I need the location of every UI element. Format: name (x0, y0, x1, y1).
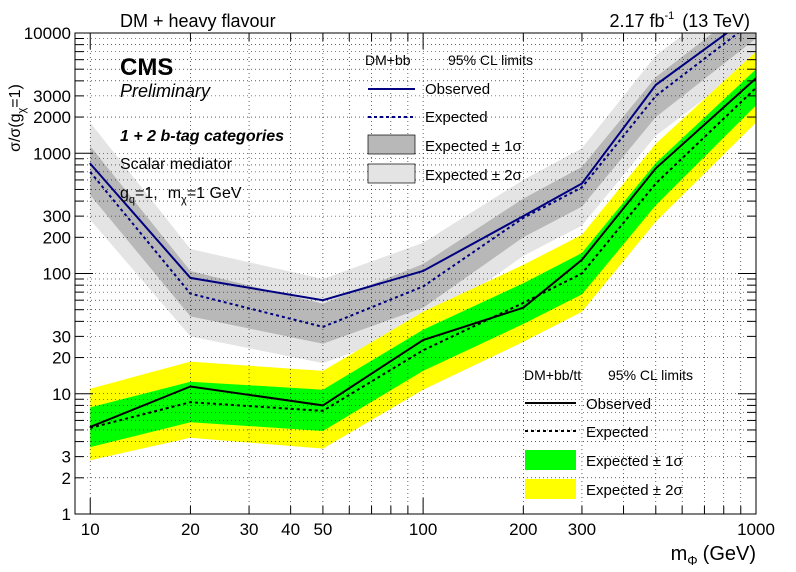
combo-observed-point (655, 167, 657, 170)
legend-bb: DM+bb 95% CL limits Observed Expected Ex… (365, 52, 533, 184)
y-tick-label: 30 (52, 327, 71, 346)
y-tick-label: 2 (62, 469, 71, 488)
legend-combo-header-cl: 95% CL limits (608, 367, 693, 383)
bb-observed-point (755, 11, 757, 13)
legend-bb-expected-label: Expected (425, 109, 488, 126)
combo-observed-point (89, 426, 91, 428)
y-tick-label: 200 (43, 228, 71, 247)
legend-bb-header-cl: 95% CL limits (448, 52, 533, 68)
x-tick-label: 1000 (737, 520, 775, 539)
bb-observed-point (322, 299, 324, 302)
cms-logo-text: CMS (120, 54, 173, 81)
lumi-value: 2.17 fb (609, 11, 664, 31)
coupling-m-val: =1 GeV (187, 185, 242, 202)
legend-combo-band2-label: Expected ± 2σ (586, 482, 683, 499)
x-axis-label: mΦ (GeV) (671, 543, 756, 568)
legend-bb-band1-swatch (367, 134, 416, 155)
couplings-text: gq=1, mχ=1 GeV (120, 185, 242, 206)
x-axis-label-sub: Φ (687, 553, 697, 568)
bb-observed-point (655, 84, 657, 86)
legend-bb-band2-swatch (367, 163, 416, 184)
combo-expected-line (89, 87, 756, 429)
categories-text: 1 + 2 b-tag categories (120, 128, 284, 145)
x-axis-label-main: m (671, 543, 688, 565)
legend-combo-band1-label: Expected ± 1σ (586, 453, 683, 470)
coupling-g-sub: q (129, 194, 135, 206)
coupling-m: m (168, 185, 181, 202)
preliminary-text: Preliminary (120, 81, 211, 101)
y-tick-label: 2000 (33, 108, 71, 127)
combo-observed-point (422, 339, 424, 341)
y-tick-label: 3000 (33, 87, 71, 106)
y-tick-label: 10 (52, 385, 71, 404)
bb-observed-line (89, 33, 729, 302)
bb-observed-point (581, 182, 583, 185)
header-lumi: 2.17 fb-1 (13 TeV) (609, 10, 750, 31)
combo-band1-area (90, 69, 756, 448)
legend-combo-observed-label: Observed (586, 396, 651, 413)
bb-band2-area (90, 33, 756, 364)
x-axis-label-unit: (GeV) (703, 543, 756, 565)
legend-combo: DM+bb/tt 95% CL limits Observed Expected… (524, 367, 693, 499)
y-tick-label: 3 (62, 448, 71, 467)
x-tick-label: 50 (313, 520, 332, 539)
y-axis-label-sub: χ (16, 107, 28, 113)
x-tick-label: 40 (281, 520, 300, 539)
x-tick-label: 200 (509, 520, 537, 539)
y-axis-label: σ/σ(gχ=1) (7, 84, 28, 152)
y-axis-label-main: σ/σ(g (7, 113, 24, 151)
y-tick-label: 1 (62, 505, 71, 524)
coupling-g: g (120, 185, 129, 202)
combo-observed-point (522, 306, 525, 309)
legend-combo-band1-swatch (525, 450, 576, 470)
x-tick-label: 300 (568, 520, 596, 539)
legend-bb-observed-label: Observed (425, 81, 490, 98)
y-tick-label: 300 (43, 207, 71, 226)
x-tick-label: 20 (181, 520, 200, 539)
x-tick-label: 100 (409, 520, 437, 539)
x-tick-label: 10 (81, 520, 100, 539)
bb-observed-point (422, 270, 424, 272)
legend-combo-band2-swatch (525, 479, 576, 499)
ticks-layer: 1 2 3 10 20 30 100 200 300 1000 2000 3000 10000 10 20 3… (24, 24, 775, 539)
coupling-m-sub: χ (181, 194, 187, 206)
lumi-energy: (13 TeV) (682, 11, 750, 31)
combo-observed-point (581, 259, 583, 261)
y-tick-label: 20 (52, 349, 71, 368)
y-tick-label: 1000 (33, 144, 71, 163)
header-left-title: DM + heavy flavour (120, 11, 276, 31)
legend-bb-band2-label: Expected ± 2σ (425, 167, 522, 184)
combo-observed-line (89, 77, 756, 428)
legend-combo-header-name: DM+bb/tt (524, 367, 581, 383)
legend-bb-header-name: DM+bb (365, 52, 411, 68)
x-tick-label: 30 (240, 520, 259, 539)
combo-observed-point (189, 385, 192, 388)
y-axis-label-end: =1) (7, 84, 24, 108)
grid-layer (75, 33, 756, 514)
lumi-sup: -1 (665, 10, 675, 22)
bb-expected-line (89, 33, 740, 328)
legend-combo-expected-label: Expected (586, 424, 649, 441)
legend-bb-band1-label: Expected ± 1σ (425, 138, 522, 155)
mediator-text: Scalar mediator (120, 156, 233, 173)
y-tick-label: 100 (43, 265, 71, 284)
coupling-g-val: =1, (135, 185, 158, 202)
bb-observed-point (89, 162, 91, 165)
y-tick-label: 10000 (24, 24, 71, 43)
